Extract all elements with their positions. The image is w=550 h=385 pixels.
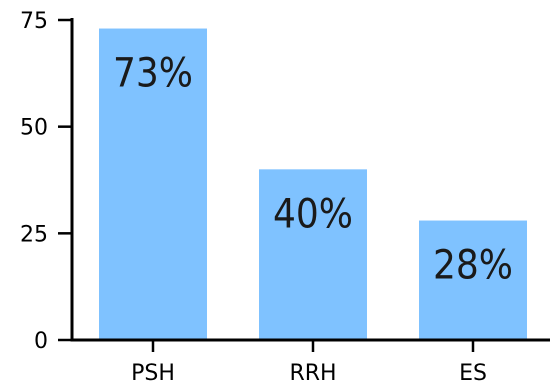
bar-rrh: [259, 169, 367, 340]
bars-group: [99, 28, 527, 341]
y-tick-label: 75: [20, 9, 48, 34]
y-tick-label: 0: [34, 329, 48, 354]
x-tick-label-psh: PSH: [131, 361, 175, 385]
data-label-rrh: 40%: [273, 191, 353, 237]
data-label-psh: 73%: [113, 51, 193, 97]
data-label-es: 28%: [433, 243, 513, 289]
y-tick-label: 50: [20, 116, 48, 141]
bar-psh: [99, 28, 207, 341]
x-tick-label-es: ES: [459, 361, 487, 385]
bar-es: [419, 220, 527, 340]
y-tick-label: 25: [20, 222, 48, 247]
y-axis: 0 25 50 75: [20, 9, 74, 354]
x-axis: PSH RRH ES: [70, 338, 550, 385]
x-tick-label-rrh: RRH: [289, 361, 336, 385]
data-labels-group: 73% 40% 28%: [113, 51, 513, 289]
